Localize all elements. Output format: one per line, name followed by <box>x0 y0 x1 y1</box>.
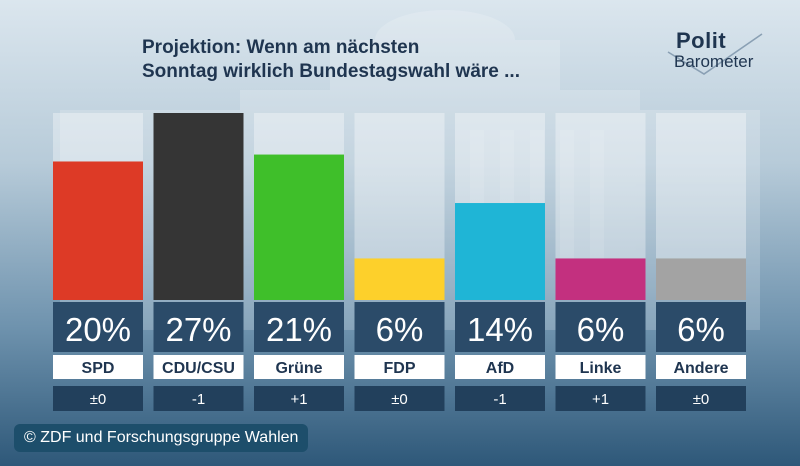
bar-gr-ne <box>254 154 344 300</box>
change-box <box>455 386 545 411</box>
category-box <box>153 355 244 379</box>
category-box <box>53 355 143 379</box>
value-label: 20% <box>65 311 131 348</box>
category-box <box>455 355 545 379</box>
category-box <box>254 355 344 379</box>
value-label: 27% <box>165 311 231 348</box>
bar-spd <box>53 161 143 300</box>
bar-fdp <box>354 258 445 300</box>
change-label: -1 <box>192 391 205 408</box>
category-label: Grüne <box>275 360 322 377</box>
category-box <box>354 355 445 379</box>
change-box <box>354 386 445 411</box>
value-label: 6% <box>376 311 424 348</box>
category-label: AfD <box>486 360 514 377</box>
value-label: 21% <box>266 311 332 348</box>
category-label: Linke <box>580 360 622 377</box>
logo-line-2: Barometer <box>674 52 754 71</box>
value-label: 14% <box>467 311 533 348</box>
category-label: Andere <box>673 360 728 377</box>
change-label: ±0 <box>391 391 408 408</box>
chart-title-line-1: Projektion: Wenn am nächsten <box>142 37 420 58</box>
value-box <box>153 302 244 352</box>
category-label: FDP <box>384 360 416 377</box>
value-box <box>53 302 143 352</box>
category-box <box>656 355 746 379</box>
change-box <box>555 386 646 411</box>
category-label: CDU/CSU <box>162 360 235 377</box>
value-box <box>254 302 344 352</box>
change-label: +1 <box>592 391 609 408</box>
value-box <box>555 302 646 352</box>
bar-linke <box>555 258 646 300</box>
politbarometer-logo: Polit Barometer <box>664 28 774 78</box>
copyright-label: © ZDF und Forschungsgruppe Wahlen <box>14 424 309 452</box>
bar-andere <box>656 258 746 300</box>
chart-title-line-2: Sonntag wirklich Bundestagswahl wäre ... <box>142 61 520 82</box>
value-box <box>354 302 445 352</box>
change-box <box>153 386 244 411</box>
category-label: SPD <box>82 360 115 377</box>
value-box <box>656 302 746 352</box>
chart-title: Projektion: Wenn am nächsten Sonntag wir… <box>142 36 622 84</box>
category-box <box>555 355 646 379</box>
value-label: 6% <box>577 311 625 348</box>
logo-line-1: Polit <box>676 28 727 53</box>
change-box <box>53 386 143 411</box>
change-label: -1 <box>493 391 506 408</box>
change-label: +1 <box>290 391 307 408</box>
value-box <box>455 302 545 352</box>
logo-checkmark-icon <box>667 33 763 75</box>
bar-afd <box>455 203 545 300</box>
bar-cdu-csu <box>153 113 244 300</box>
change-label: ±0 <box>90 391 107 408</box>
value-label: 6% <box>677 311 725 348</box>
change-box <box>254 386 344 411</box>
change-box <box>656 386 746 411</box>
change-label: ±0 <box>693 391 710 408</box>
